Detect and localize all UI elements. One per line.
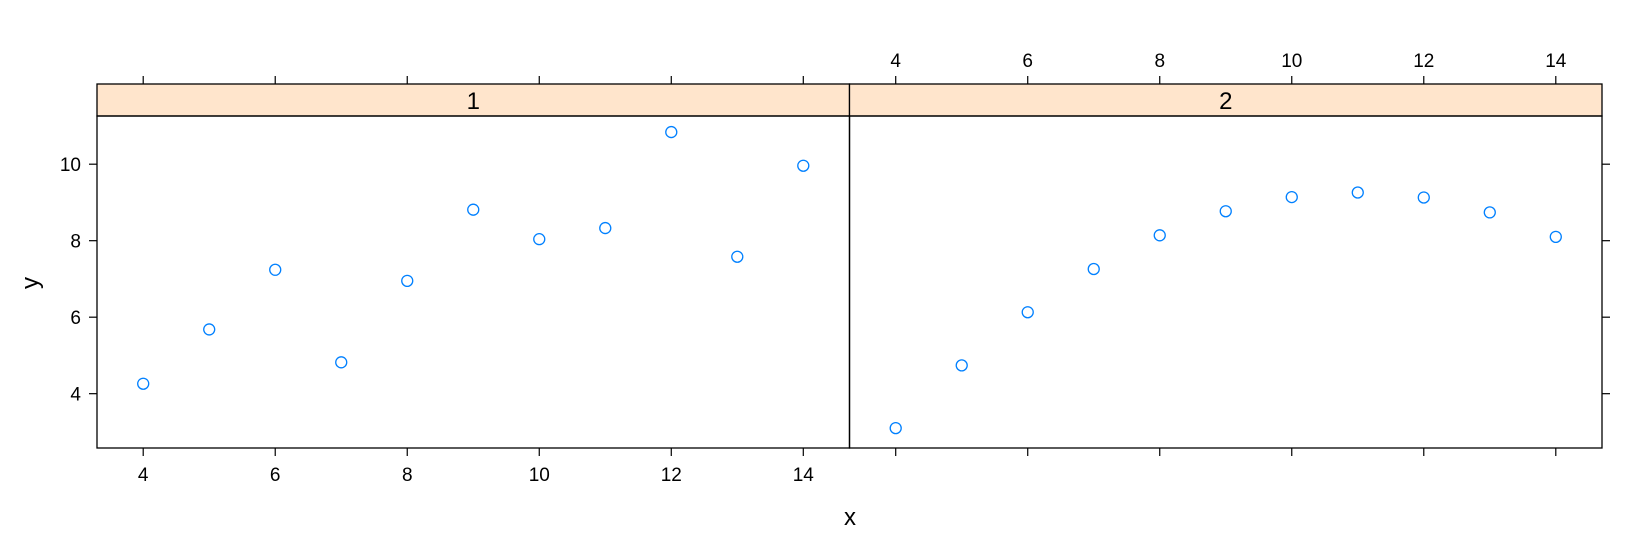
- data-point: [1417, 191, 1430, 204]
- data-point: [137, 377, 150, 390]
- x-tick-label: 8: [402, 465, 413, 486]
- x-tick-label: 12: [661, 465, 682, 486]
- data-point: [599, 221, 612, 235]
- data-point: [533, 233, 546, 246]
- x-axis-label: x: [844, 504, 856, 531]
- strip-label-2: 2: [1219, 88, 1232, 115]
- x-tick-label: 14: [793, 465, 815, 486]
- x-tick-label: 10: [1281, 51, 1302, 72]
- x-tick-label: 12: [1413, 51, 1434, 72]
- data-point: [889, 421, 902, 435]
- x-tick-label: 10: [529, 465, 550, 486]
- y-tick-label: 6: [70, 308, 81, 329]
- x-tick-label: 14: [1545, 51, 1567, 72]
- data-point: [1021, 306, 1034, 319]
- data-point: [955, 359, 968, 372]
- strip-1: [96, 83, 851, 117]
- data-point: [269, 263, 282, 276]
- data-point: [335, 356, 348, 369]
- data-point: [731, 250, 744, 263]
- data-point: [1153, 229, 1166, 242]
- panel-border-2: [848, 115, 1603, 449]
- x-tick-label: 6: [270, 465, 281, 486]
- x-tick-label: 8: [1154, 51, 1165, 72]
- strip-2: [848, 83, 1603, 117]
- y-tick-label: 4: [70, 385, 81, 406]
- panel-border-1: [96, 115, 851, 449]
- x-tick-label: 6: [1022, 51, 1033, 72]
- data-point: [1285, 190, 1298, 204]
- data-point: [1219, 205, 1232, 218]
- strip-label-1: 1: [467, 88, 480, 115]
- data-point: [1483, 206, 1496, 219]
- data-point: [401, 274, 414, 288]
- data-point: [665, 125, 678, 139]
- y-tick-label: 10: [60, 155, 81, 176]
- y-axis-label: y: [17, 277, 44, 289]
- y-tick-label: 8: [70, 232, 81, 253]
- data-point: [1351, 186, 1364, 199]
- x-tick-label: 4: [890, 51, 901, 72]
- data-point: [797, 159, 810, 172]
- x-tick-label: 4: [138, 465, 149, 486]
- data-point: [1549, 230, 1562, 244]
- data-point: [467, 203, 480, 216]
- data-point: [1087, 262, 1100, 276]
- data-point: [203, 323, 216, 336]
